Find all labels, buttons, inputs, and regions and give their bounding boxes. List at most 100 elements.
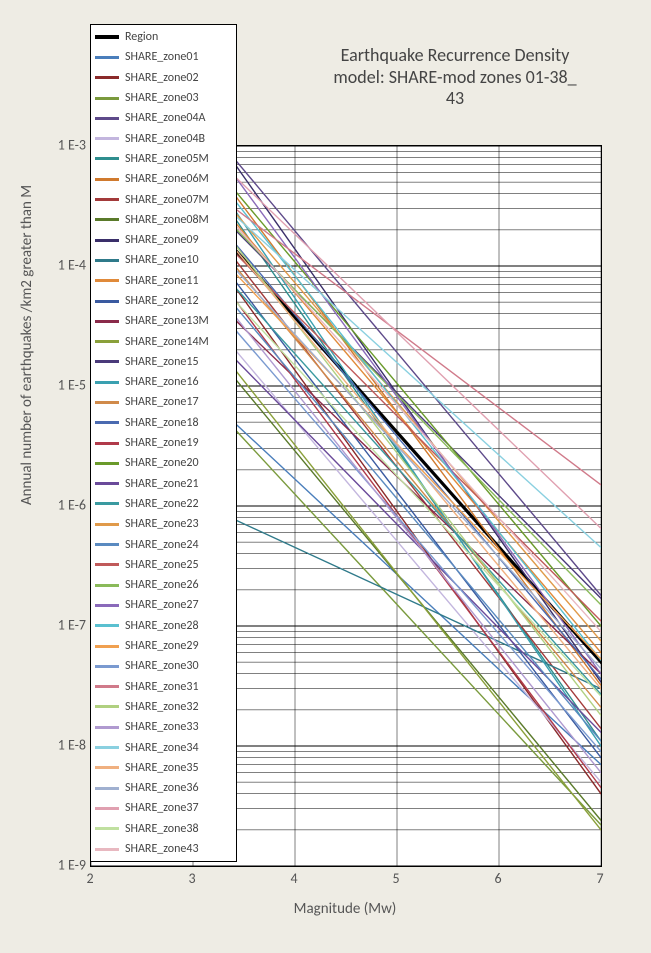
legend-swatch bbox=[95, 787, 119, 790]
legend-swatch bbox=[95, 462, 119, 465]
title-line-1: Earthquake Recurrence Density bbox=[300, 45, 610, 67]
legend-row-SHARE_zone31: SHARE_zone31 bbox=[95, 677, 232, 697]
legend-label: SHARE_zone16 bbox=[125, 376, 199, 388]
legend-row-SHARE_zone33: SHARE_zone33 bbox=[95, 717, 232, 737]
legend-swatch bbox=[95, 705, 119, 708]
legend-label: SHARE_zone15 bbox=[125, 356, 199, 368]
legend-swatch bbox=[95, 502, 119, 505]
legend-label: SHARE_zone11 bbox=[125, 275, 199, 287]
y-axis-label: Annual number of earthquakes /km2 greate… bbox=[18, 185, 36, 505]
legend-label: SHARE_zone23 bbox=[125, 518, 199, 530]
legend-label: SHARE_zone26 bbox=[125, 579, 199, 591]
legend-swatch bbox=[95, 279, 119, 282]
legend-row-SHARE_zone13M: SHARE_zone13M bbox=[95, 311, 232, 331]
xtick-6: 6 bbox=[494, 870, 501, 887]
legend-swatch bbox=[95, 442, 119, 445]
legend-label: SHARE_zone04B bbox=[125, 133, 205, 145]
legend-swatch bbox=[95, 726, 119, 729]
legend-row-SHARE_zone06M: SHARE_zone06M bbox=[95, 169, 232, 189]
legend-swatch bbox=[95, 320, 119, 323]
legend-swatch bbox=[95, 827, 119, 830]
legend-row-SHARE_zone26: SHARE_zone26 bbox=[95, 575, 232, 595]
legend-swatch bbox=[95, 685, 119, 688]
ytick--6: 1 E-6 bbox=[42, 497, 86, 514]
legend: RegionSHARE_zone01 SHARE_zone02 SHARE_zone… bbox=[90, 24, 237, 862]
legend-label: SHARE_zone13M bbox=[125, 315, 209, 327]
legend-row-SHARE_zone10: SHARE_zone10 bbox=[95, 250, 232, 270]
ytick--5: 1 E-5 bbox=[42, 377, 86, 394]
legend-swatch bbox=[95, 624, 119, 627]
legend-label: SHARE_zone02 bbox=[125, 72, 199, 84]
legend-swatch bbox=[95, 35, 119, 39]
legend-row-SHARE_zone22: SHARE_zone22 bbox=[95, 494, 232, 514]
xtick-7: 7 bbox=[596, 870, 603, 887]
legend-row-Region: Region bbox=[95, 27, 232, 47]
ytick--7: 1 E-7 bbox=[42, 617, 86, 634]
legend-label: SHARE_zone10 bbox=[125, 254, 199, 266]
legend-label: SHARE_zone21 bbox=[125, 478, 199, 490]
legend-row-SHARE_zone36: SHARE_zone36 bbox=[95, 778, 232, 798]
legend-swatch bbox=[95, 604, 119, 607]
legend-row-SHARE_zone05M: SHARE_zone05M bbox=[95, 149, 232, 169]
legend-swatch bbox=[95, 76, 119, 79]
legend-swatch bbox=[95, 584, 119, 587]
legend-label: SHARE_zone34 bbox=[125, 742, 199, 754]
legend-label: SHARE_zone36 bbox=[125, 782, 199, 794]
chart-title: Earthquake Recurrence Density model: SHA… bbox=[300, 45, 610, 110]
legend-label: SHARE_zone09 bbox=[125, 234, 199, 246]
legend-row-SHARE_zone07M: SHARE_zone07M bbox=[95, 189, 232, 209]
legend-row-SHARE_zone20: SHARE_zone20 bbox=[95, 453, 232, 473]
legend-row-SHARE_zone29: SHARE_zone29 bbox=[95, 636, 232, 656]
legend-row-SHARE_zone19: SHARE_zone19 bbox=[95, 433, 232, 453]
legend-row-SHARE_zone30: SHARE_zone30 bbox=[95, 656, 232, 676]
legend-swatch bbox=[95, 239, 119, 242]
legend-label: SHARE_zone31 bbox=[125, 681, 199, 693]
legend-swatch bbox=[95, 482, 119, 485]
title-line-2: model: SHARE-mod zones 01-38_ bbox=[300, 67, 610, 89]
ytick--4: 1 E-4 bbox=[42, 257, 86, 274]
legend-row-SHARE_zone34: SHARE_zone34 bbox=[95, 737, 232, 757]
xtick-4: 4 bbox=[290, 870, 297, 887]
legend-label: SHARE_zone35 bbox=[125, 762, 199, 774]
legend-label: SHARE_zone05M bbox=[125, 153, 209, 165]
legend-swatch bbox=[95, 807, 119, 810]
legend-label: SHARE_zone25 bbox=[125, 559, 199, 571]
legend-row-SHARE_zone11: SHARE_zone11 bbox=[95, 271, 232, 291]
legend-label: SHARE_zone37 bbox=[125, 802, 199, 814]
legend-row-SHARE_zone27: SHARE_zone27 bbox=[95, 595, 232, 615]
chart-wrapper: Earthquake Recurrence Density model: SHA… bbox=[0, 0, 651, 953]
legend-row-SHARE_zone02: SHARE_zone02 bbox=[95, 68, 232, 88]
xtick-5: 5 bbox=[392, 870, 399, 887]
title-line-3: 43 bbox=[300, 88, 610, 110]
legend-row-SHARE_zone25: SHARE_zone25 bbox=[95, 555, 232, 575]
x-axis-label: Magnitude (Mw) bbox=[90, 900, 600, 918]
legend-label: SHARE_zone27 bbox=[125, 599, 199, 611]
legend-swatch bbox=[95, 117, 119, 120]
legend-label: SHARE_zone22 bbox=[125, 498, 199, 510]
legend-swatch bbox=[95, 421, 119, 424]
ytick--3: 1 E-3 bbox=[42, 137, 86, 154]
legend-row-SHARE_zone01: SHARE_zone01 bbox=[95, 47, 232, 67]
xtick-3: 3 bbox=[188, 870, 195, 887]
legend-swatch bbox=[95, 381, 119, 384]
legend-swatch bbox=[95, 563, 119, 566]
legend-label: SHARE_zone28 bbox=[125, 620, 199, 632]
legend-row-SHARE_zone03: SHARE_zone03 bbox=[95, 88, 232, 108]
legend-label: SHARE_zone19 bbox=[125, 437, 199, 449]
legend-row-SHARE_zone28: SHARE_zone28 bbox=[95, 616, 232, 636]
legend-row-SHARE_zone14M: SHARE_zone14M bbox=[95, 331, 232, 351]
legend-row-SHARE_zone24: SHARE_zone24 bbox=[95, 534, 232, 554]
legend-label: SHARE_zone03 bbox=[125, 92, 199, 104]
legend-swatch bbox=[95, 340, 119, 343]
legend-row-SHARE_zone08M: SHARE_zone08M bbox=[95, 210, 232, 230]
legend-swatch bbox=[95, 401, 119, 404]
legend-label: SHARE_zone07M bbox=[125, 194, 209, 206]
legend-label: SHARE_zone32 bbox=[125, 701, 199, 713]
legend-swatch bbox=[95, 523, 119, 526]
legend-row-SHARE_zone17: SHARE_zone17 bbox=[95, 392, 232, 412]
legend-swatch bbox=[95, 746, 119, 749]
legend-swatch bbox=[95, 198, 119, 201]
legend-swatch bbox=[95, 766, 119, 769]
legend-label: SHARE_zone30 bbox=[125, 660, 199, 672]
legend-swatch bbox=[95, 300, 119, 303]
